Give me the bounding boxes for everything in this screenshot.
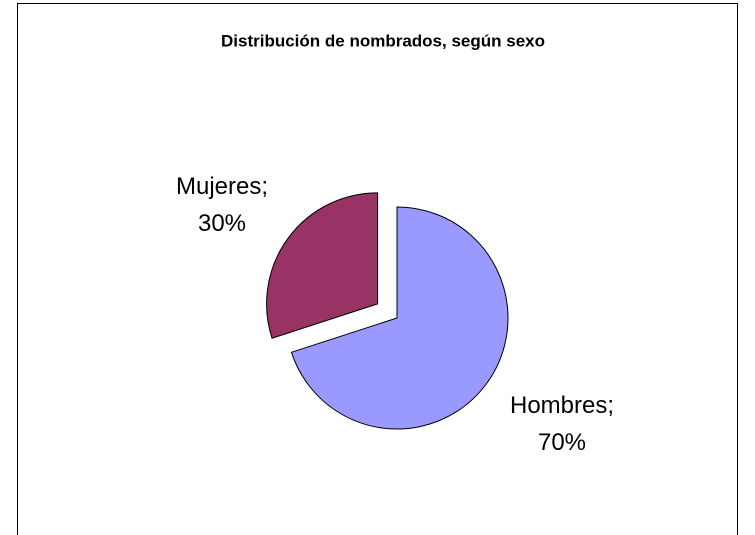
data-label: Hombres; 70% [509, 392, 615, 456]
data-label: Mujeres; 30% [175, 173, 269, 237]
pie-slice [266, 192, 379, 339]
pie-slice [290, 206, 509, 430]
chart-title: Distribución de nombrados, según sexo [221, 31, 545, 50]
